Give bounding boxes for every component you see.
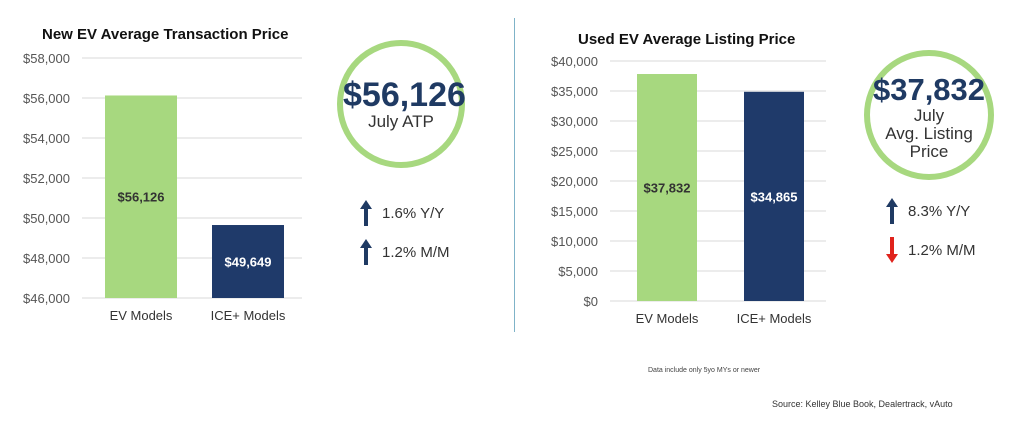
atp-ring: $56,126 July ATP bbox=[337, 40, 466, 168]
y-tick-label: $58,000 bbox=[23, 51, 70, 66]
arrow-down-icon bbox=[886, 237, 898, 263]
y-tick-label: $25,000 bbox=[551, 144, 598, 159]
data-label: $49,649 bbox=[225, 255, 272, 270]
y-tick-label: $0 bbox=[584, 294, 598, 309]
x-tick-label: ICE+ Models bbox=[737, 311, 812, 326]
y-tick-label: $30,000 bbox=[551, 114, 598, 129]
change-row-mm: 1.2% M/M bbox=[360, 239, 450, 265]
footnote: Data include only 5yo MYs or newer bbox=[648, 367, 761, 374]
bar bbox=[637, 74, 697, 301]
x-tick-label: ICE+ Models bbox=[211, 308, 286, 323]
change-text: 1.2% M/M bbox=[382, 243, 450, 261]
y-tick-label: $35,000 bbox=[551, 84, 598, 99]
chart-title: New EV Average Transaction Price bbox=[42, 26, 289, 43]
data-label: $34,865 bbox=[751, 189, 798, 204]
y-tick-label: $56,000 bbox=[23, 91, 70, 106]
listing-label-line-1: July bbox=[913, 106, 945, 125]
y-tick-label: $54,000 bbox=[23, 131, 70, 146]
listing-ring: $37,832 July Avg. Listing Price bbox=[864, 50, 994, 180]
y-tick-label: $5,000 bbox=[558, 264, 598, 279]
change-row-yy: 1.6% Y/Y bbox=[360, 200, 444, 226]
listing-label-line-3: Price bbox=[909, 142, 949, 161]
change-row-yy: 8.3% Y/Y bbox=[886, 198, 970, 224]
change-text: 8.3% Y/Y bbox=[908, 202, 971, 220]
change-row-mm: 1.2% M/M bbox=[886, 237, 976, 263]
new-ev-panel: New EV Average Transaction Price $46,000… bbox=[0, 0, 510, 428]
y-tick-label: $15,000 bbox=[551, 204, 598, 219]
source-note: Source: Kelley Blue Book, Dealertrack, v… bbox=[772, 399, 953, 409]
data-label: $56,126 bbox=[118, 190, 165, 205]
chart-title: Used EV Average Listing Price bbox=[578, 31, 796, 48]
used-ev-panel: Used EV Average Listing Price $0 $5,000 $1… bbox=[516, 0, 1024, 428]
bar bbox=[105, 95, 177, 298]
atp-label: July ATP bbox=[368, 112, 434, 131]
x-tick-label: EV Models bbox=[636, 311, 699, 326]
y-tick-label: $46,000 bbox=[23, 291, 70, 306]
bar bbox=[212, 225, 284, 298]
data-label: $37,832 bbox=[644, 181, 691, 196]
y-tick-label: $52,000 bbox=[23, 171, 70, 186]
arrow-up-icon bbox=[886, 198, 898, 224]
x-tick-label: EV Models bbox=[110, 308, 173, 323]
y-tick-label: $20,000 bbox=[551, 174, 598, 189]
y-tick-label: $48,000 bbox=[23, 251, 70, 266]
change-text: 1.2% M/M bbox=[908, 241, 976, 259]
y-tick-label: $50,000 bbox=[23, 211, 70, 226]
atp-value: $56,126 bbox=[343, 76, 466, 114]
bar bbox=[744, 91, 804, 301]
panel-divider bbox=[514, 18, 515, 332]
y-tick-label: $40,000 bbox=[551, 54, 598, 69]
change-text: 1.6% Y/Y bbox=[382, 204, 445, 222]
used-ev-bar-chart: $0 $5,000 $10,000 $15,000 $20,000 $25,000 $30,… bbox=[551, 54, 826, 326]
listing-label-line-2: Avg. Listing bbox=[885, 124, 973, 143]
new-ev-bar-chart: $46,000 $48,000 $50,000 $52,000 $54,000 $56,0… bbox=[23, 51, 302, 323]
listing-value: $37,832 bbox=[872, 72, 986, 107]
arrow-up-icon bbox=[360, 239, 372, 265]
arrow-up-icon bbox=[360, 200, 372, 226]
y-tick-label: $10,000 bbox=[551, 234, 598, 249]
